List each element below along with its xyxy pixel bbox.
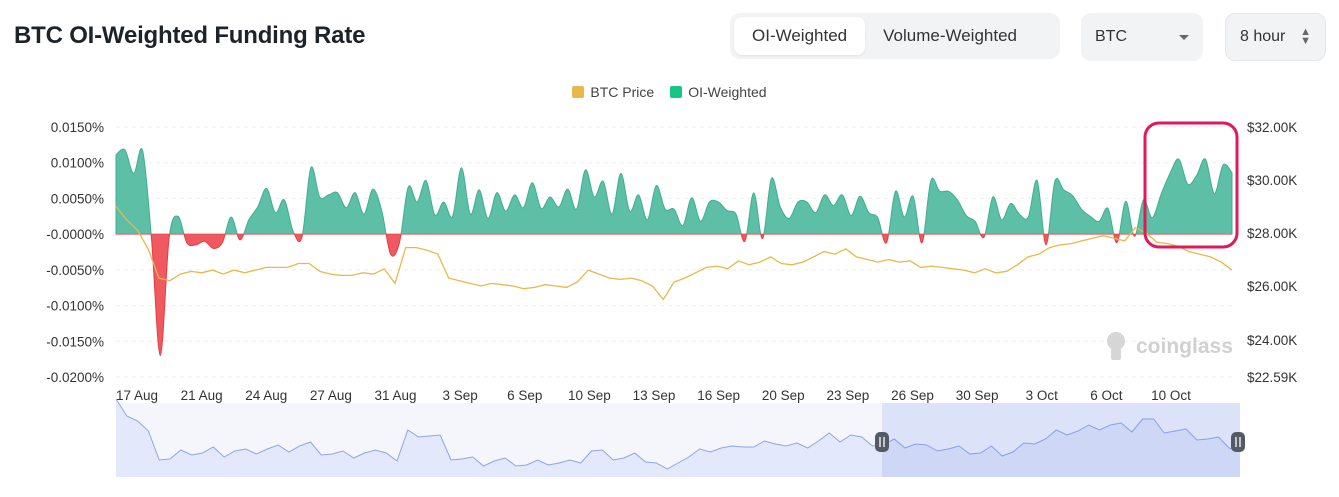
chart-legend: BTC Price OI-Weighted <box>0 84 1339 100</box>
navigator-selection <box>882 403 1240 477</box>
x-tick-label: 30 Sep <box>956 388 999 403</box>
x-tick-label: 10 Oct <box>1151 388 1191 403</box>
x-tick-label: 16 Sep <box>697 388 740 403</box>
highlight-annotation-box <box>1143 121 1239 249</box>
y-left-tick-label: 0.0150% <box>51 120 104 135</box>
navigator-area <box>116 399 1240 477</box>
x-tick-label: 6 Oct <box>1090 388 1123 403</box>
y-left-tick-label: -0.0100% <box>46 299 104 314</box>
y-left-tick-label: 0.0050% <box>51 191 104 206</box>
y-right-tick-label: $24.00K <box>1247 333 1297 348</box>
y-left-tick-label: -0.0050% <box>46 263 104 278</box>
x-tick-label: 26 Sep <box>891 388 934 403</box>
legend-label-btc-price: BTC Price <box>590 84 655 100</box>
x-tick-label: 6 Sep <box>507 388 542 403</box>
x-tick-label: 21 Aug <box>181 388 223 403</box>
x-tick-label: 31 Aug <box>374 388 416 403</box>
y-left-tick-label: -0.0200% <box>46 370 104 385</box>
x-tick-label: 10 Sep <box>568 388 611 403</box>
x-tick-label: 13 Sep <box>633 388 676 403</box>
coinglass-watermark: coinglass <box>1107 332 1233 360</box>
y-right-tick-label: $26.00K <box>1247 279 1297 294</box>
chevron-down-icon <box>1179 34 1189 40</box>
legend-swatch-oi-weighted <box>670 86 683 98</box>
navigator-handle-left[interactable] <box>875 432 889 452</box>
legend-item-oi-weighted[interactable]: OI-Weighted <box>670 84 767 100</box>
coin-select[interactable]: BTC <box>1081 13 1203 61</box>
x-tick-label: 17 Aug <box>116 388 158 403</box>
coin-select-value: BTC <box>1095 28 1127 45</box>
oi-weighted-area-positive <box>115 147 1233 235</box>
tab-volume-weighted[interactable]: Volume-Weighted <box>883 26 1017 45</box>
interval-select-value: 8 hour <box>1240 28 1286 45</box>
up-down-arrows-icon: ▲ ▼ <box>1300 26 1311 47</box>
x-tick-label: 23 Sep <box>826 388 869 403</box>
coinglass-logo-icon-stem <box>1111 348 1121 360</box>
coinglass-logo-icon <box>1107 332 1125 350</box>
x-tick-label: 3 Sep <box>442 388 477 403</box>
btc-price-line <box>115 206 1233 301</box>
y-right-tick-label: $30.00K <box>1247 173 1297 188</box>
y-left-tick-label: -0.0000% <box>46 227 104 242</box>
navigator-line <box>115 398 1241 470</box>
navigator-handle-right[interactable] <box>1231 432 1245 452</box>
x-tick-label: 20 Sep <box>762 388 805 403</box>
y-right-tick-label: $22.59K <box>1247 370 1297 385</box>
legend-label-oi-weighted: OI-Weighted <box>688 84 767 100</box>
y-left-tick-label: 0.0100% <box>51 156 104 171</box>
legend-swatch-btc-price <box>572 86 585 98</box>
interval-select[interactable]: 8 hour ▲ ▼ <box>1225 13 1326 61</box>
legend-item-btc-price[interactable]: BTC Price <box>572 84 654 100</box>
x-tick-label: 27 Aug <box>310 388 352 403</box>
page-title: BTC OI-Weighted Funding Rate <box>14 22 366 49</box>
y-right-tick-label: $28.00K <box>1247 226 1297 241</box>
x-tick-label: 24 Aug <box>245 388 287 403</box>
oi-weighted-area-negative <box>115 234 1233 357</box>
x-tick-label: 3 Oct <box>1026 388 1059 403</box>
weighting-toggle: OI-Weighted Volume-Weighted <box>730 13 1060 59</box>
y-left-tick-label: -0.0150% <box>46 334 104 349</box>
y-right-tick-label: $32.00K <box>1247 120 1297 135</box>
coinglass-watermark-text: coinglass <box>1136 335 1233 358</box>
tab-oi-weighted[interactable]: OI-Weighted <box>734 17 866 55</box>
